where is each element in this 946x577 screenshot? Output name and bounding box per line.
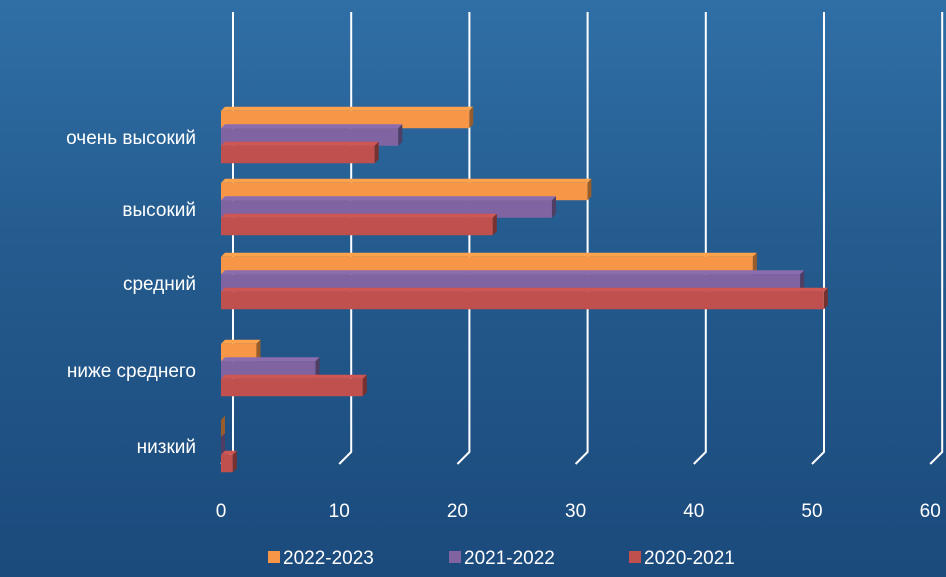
legend-label: 2021-2022	[464, 548, 555, 569]
gridline-40	[693, 12, 707, 465]
x-axis-tick-labels: 0 10 20 30 40 50 60	[216, 501, 941, 522]
bar-2022-2023-средний	[221, 252, 757, 275]
bar-2021-2022-высокий	[221, 196, 556, 218]
category-label: низкий	[137, 437, 196, 458]
x-tick-label: 30	[565, 501, 586, 522]
bar-2020-2021-средний	[221, 287, 828, 310]
legend-item: 2022-2023	[268, 548, 374, 569]
legend-swatch	[629, 551, 641, 563]
x-tick-label: 40	[683, 501, 704, 522]
gridline-30	[574, 12, 589, 465]
x-tick-label: 0	[216, 501, 227, 522]
bars	[221, 106, 828, 473]
bar-2022-2023-низкий	[221, 415, 225, 438]
legend: 2022-2023 2021-2022 2020-2021	[268, 548, 735, 569]
gridline-50	[811, 12, 825, 465]
category-label: ниже среднего	[67, 361, 196, 382]
bar-2022-2023-высокий	[221, 178, 592, 201]
x-tick-label: 50	[801, 501, 822, 522]
bar-2021-2022-ниже среднего	[221, 357, 320, 379]
category-label: высокий	[122, 200, 196, 221]
legend-swatch	[449, 551, 461, 563]
bar-2022-2023-ниже среднего	[221, 339, 261, 362]
x-tick-label: 60	[920, 501, 941, 522]
bar-2020-2021-высокий	[221, 213, 497, 236]
legend-item: 2021-2022	[449, 548, 555, 569]
legend-label: 2020-2021	[644, 548, 735, 569]
legend-swatch	[268, 551, 280, 563]
bar-2022-2023-очень высокий	[221, 106, 474, 129]
category-label: средний	[123, 274, 196, 295]
gridline-60	[929, 12, 944, 465]
bar-2021-2022-средний	[221, 270, 805, 292]
gridline-20	[456, 12, 471, 465]
bar-2021-2022-очень высокий	[221, 124, 403, 146]
bar-2020-2021-ниже среднего	[221, 374, 367, 397]
bar-2021-2022-низкий	[221, 433, 225, 455]
x-tick-label: 20	[447, 501, 468, 522]
legend-item: 2020-2021	[629, 548, 735, 569]
category-label: очень высокий	[66, 128, 196, 149]
bar-2020-2021-очень высокий	[221, 141, 379, 164]
legend-label: 2022-2023	[283, 548, 374, 569]
category-labels: низкий ниже среднего средний высокий очень в…	[66, 128, 196, 458]
x-tick-label: 10	[329, 501, 350, 522]
bar-2020-2021-низкий	[221, 450, 237, 473]
